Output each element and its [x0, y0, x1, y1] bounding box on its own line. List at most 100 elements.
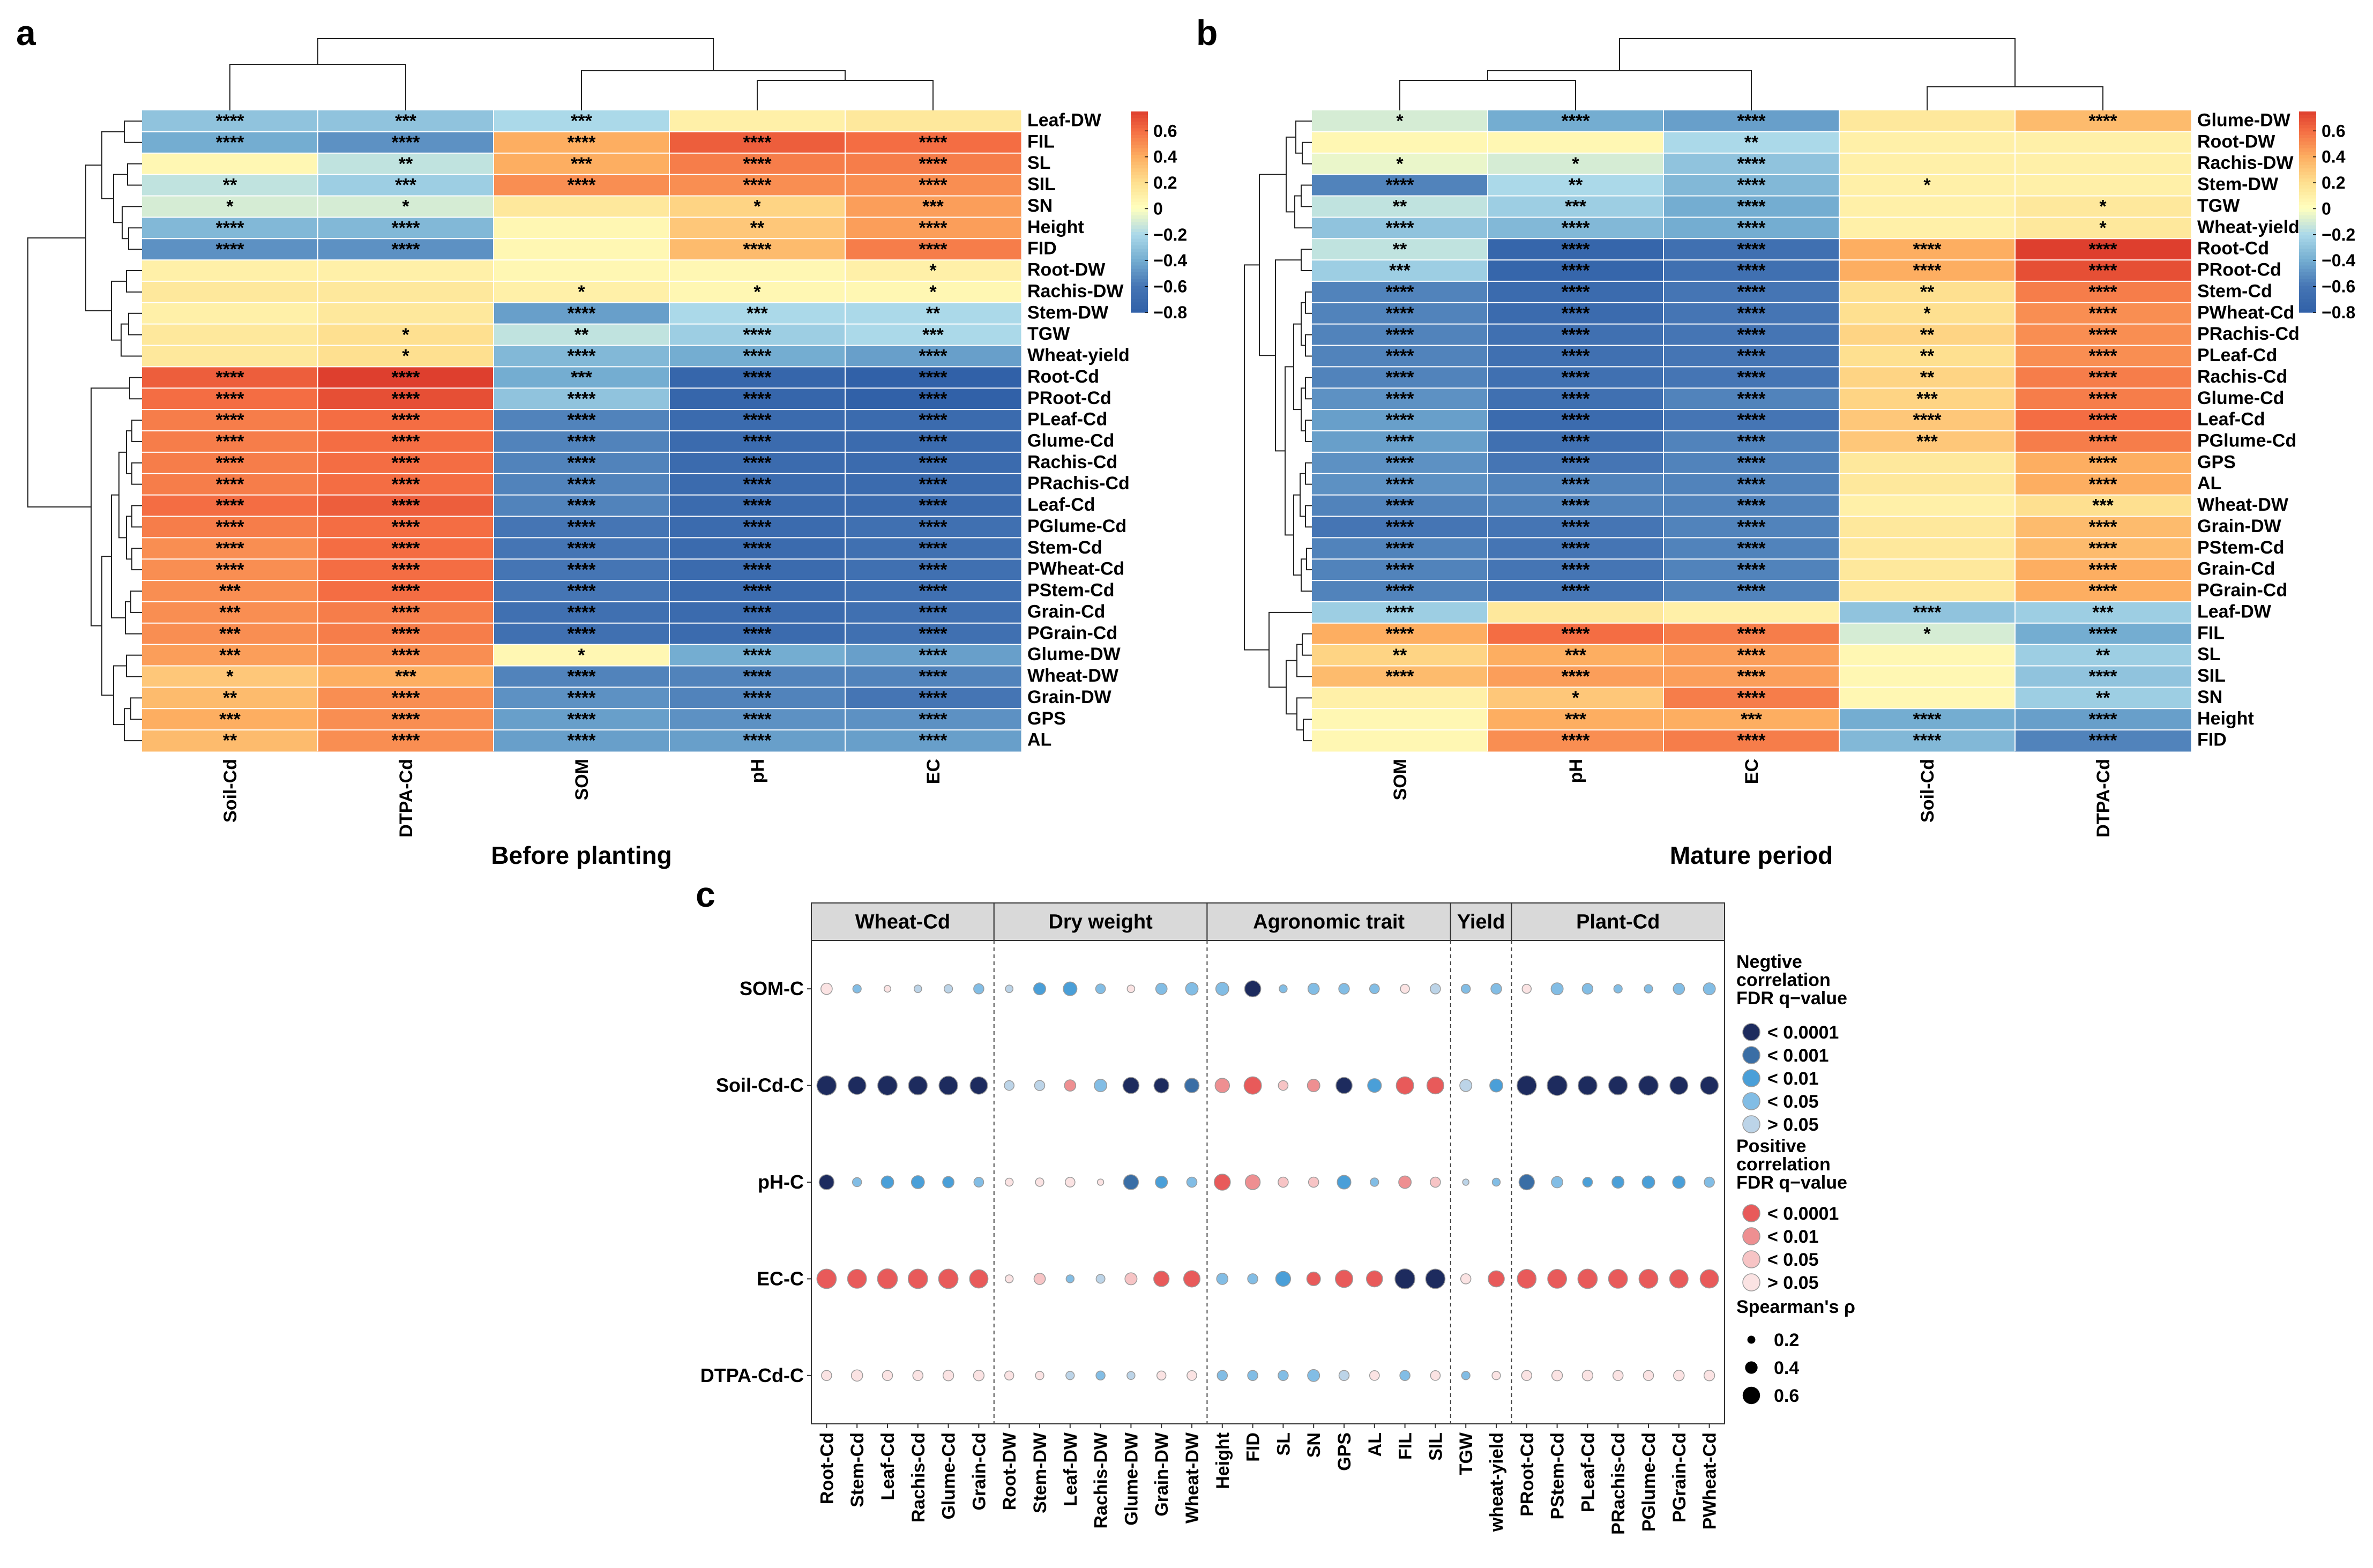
heatmap-cell	[2015, 559, 2191, 581]
heatmap-cell	[1663, 110, 1840, 132]
heatmap-cell	[2015, 131, 2191, 154]
group-header-label: Plant-Cd	[1576, 911, 1660, 934]
x-label: Rachis-Cd	[908, 1432, 929, 1522]
correlation-bubble	[1126, 1371, 1136, 1380]
significance-stars: **	[1569, 175, 1583, 196]
correlation-bubble	[1184, 1078, 1200, 1093]
heatmap-cell	[2015, 623, 2191, 645]
row-label: PWheat-Cd	[1027, 559, 1124, 579]
heatmap-cell	[142, 131, 318, 154]
heatmap-cell	[669, 388, 846, 410]
colorbar-segment	[1131, 168, 1148, 173]
correlation-bubble	[1278, 1370, 1289, 1382]
correlation-bubble	[1673, 1370, 1685, 1382]
heatmap-cell	[494, 687, 670, 709]
correlation-bubble	[1005, 984, 1014, 994]
significance-stars: ****	[743, 709, 772, 729]
correlation-bubble	[1672, 1175, 1686, 1189]
x-label: Height	[1213, 1432, 1233, 1489]
correlation-bubble	[1547, 1075, 1568, 1096]
correlation-bubble	[1612, 1370, 1624, 1382]
heatmap-cell	[2015, 452, 2191, 474]
correlation-bubble	[1307, 1369, 1320, 1382]
significance-stars: *	[753, 282, 761, 302]
significance-stars: ****	[743, 175, 772, 196]
heatmap-cell	[318, 131, 494, 154]
significance-stars: ****	[743, 624, 772, 644]
significance-stars: ****	[1562, 325, 1591, 345]
correlation-bubble	[1244, 980, 1262, 998]
correlation-bubble	[1581, 1370, 1594, 1382]
dendrogram	[27, 38, 934, 742]
heatmap-cell	[2015, 516, 2191, 538]
colorbar-segment	[2299, 212, 2316, 216]
heatmap-cell	[1663, 131, 1840, 154]
significance-stars: ****	[216, 517, 245, 537]
heatmap-cell	[1839, 559, 2016, 581]
colorbar-segment	[2299, 295, 2316, 300]
correlation-bubble	[1275, 1271, 1292, 1287]
significance-stars: *	[929, 282, 937, 302]
significance-stars: ****	[1562, 282, 1591, 302]
significance-stars: ****	[919, 154, 948, 174]
colorbar-segment	[2299, 155, 2316, 159]
significance-stars: ****	[2089, 474, 2118, 495]
heatmap-cell	[1663, 174, 1840, 196]
colorbar-segment	[1131, 145, 1148, 149]
significance-stars: ****	[216, 111, 245, 131]
colorbar-segment	[2299, 158, 2316, 162]
significance-stars: *	[578, 645, 585, 666]
significance-stars: ****	[1737, 538, 1766, 558]
correlation-bubble	[969, 1076, 988, 1095]
heatmap-cell	[318, 516, 494, 538]
correlation-bubble	[1065, 1274, 1075, 1283]
heatmap-cell	[1839, 324, 2016, 346]
significance-stars: ****	[568, 517, 596, 537]
correlation-bubble	[1215, 982, 1229, 996]
heatmap-cell	[318, 260, 494, 282]
colorbar-segment	[1131, 309, 1148, 313]
row-label: SIL	[2197, 666, 2226, 686]
heatmap-cell	[1312, 260, 1488, 282]
row-label: Leaf-DW	[1027, 110, 1102, 131]
correlation-bubble	[1307, 1079, 1320, 1093]
heatmap-cell	[1488, 537, 1664, 559]
correlation-bubble	[969, 1269, 989, 1289]
legend-label: < 0.001	[1767, 1046, 1829, 1066]
heatmap-cell	[1312, 196, 1488, 218]
heatmap-cell	[142, 196, 318, 218]
heatmap-cell	[142, 708, 318, 730]
significance-stars: ****	[743, 602, 772, 623]
heatmap-cell	[318, 409, 494, 431]
correlation-bubble	[908, 1076, 928, 1095]
legend-swatch-negative	[1742, 1115, 1760, 1133]
significance-stars: ****	[1737, 559, 1766, 580]
heatmap-cell	[1839, 409, 2016, 431]
colorbar-segment	[2299, 238, 2316, 243]
significance-stars: ****	[919, 730, 948, 751]
heatmap-cell	[1312, 324, 1488, 346]
heatmap-cell	[845, 110, 1021, 132]
colorbar-segment	[2299, 232, 2316, 236]
heatmap-cell	[1488, 623, 1664, 645]
colorbar-segment	[2299, 192, 2316, 196]
heatmap-cell	[494, 708, 670, 730]
significance-stars: ****	[919, 559, 948, 580]
group-header	[1206, 902, 1451, 941]
heatmap-cell	[669, 687, 846, 709]
heatmap-cell	[845, 367, 1021, 389]
correlation-bubble	[973, 1370, 985, 1382]
heatmap-cell	[494, 324, 670, 346]
x-label: SIL	[1426, 1432, 1446, 1461]
heatmap-cell	[318, 473, 494, 496]
significance-stars: ****	[568, 496, 596, 516]
significance-stars: ****	[216, 367, 245, 387]
correlation-bubble	[1700, 1076, 1719, 1095]
heatmap-cell	[494, 238, 670, 260]
heatmap-cell	[494, 110, 670, 132]
significance-stars: ****	[392, 624, 421, 644]
heatmap-cell	[494, 153, 670, 175]
row-label: AL	[1027, 730, 1051, 750]
significance-stars: ****	[1913, 410, 1942, 430]
significance-stars: ****	[216, 496, 245, 516]
